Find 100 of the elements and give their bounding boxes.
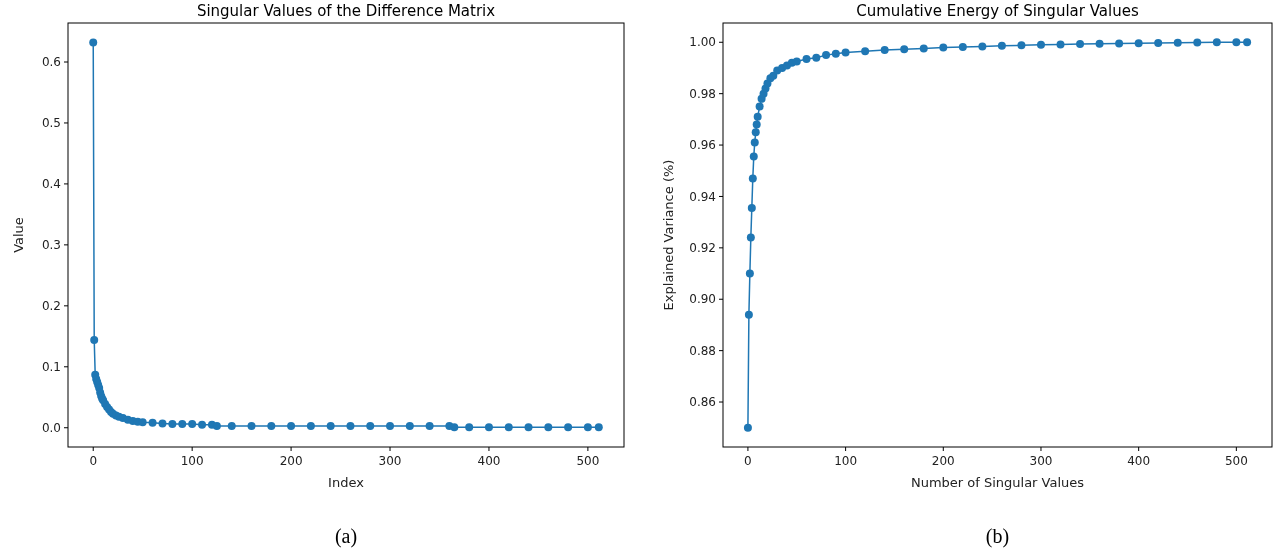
point	[564, 423, 573, 432]
point	[544, 423, 553, 432]
text: (b)	[985, 525, 1010, 548]
x-tick-label: 500	[576, 454, 600, 468]
y-tick-label: 0.1	[41, 359, 61, 374]
x-tick-label: 0	[89, 454, 98, 468]
point	[405, 421, 414, 430]
y-tick-label: 0.2	[41, 299, 61, 314]
point	[138, 418, 147, 427]
y-axis-title: Explained Variance (%)	[661, 159, 676, 311]
x-tick-label: 500	[1224, 454, 1248, 468]
point	[583, 423, 592, 432]
point	[743, 423, 752, 432]
x-tick-label: 300	[378, 454, 402, 468]
point	[919, 44, 928, 53]
point	[822, 51, 831, 60]
point	[425, 421, 434, 430]
y-tick-label: 0.92	[689, 241, 716, 256]
point	[753, 112, 762, 121]
point	[148, 418, 157, 427]
point	[746, 233, 755, 242]
x-tick-label: 100	[180, 454, 204, 468]
point	[831, 49, 840, 58]
point	[900, 45, 909, 54]
point	[89, 38, 98, 47]
y-tick-label: 0.4	[41, 177, 61, 192]
point	[484, 423, 493, 432]
point	[748, 174, 757, 183]
point	[939, 43, 948, 52]
point	[1232, 38, 1241, 47]
point	[366, 421, 375, 430]
x-tick-label: 200	[931, 454, 955, 468]
point	[1212, 38, 1221, 47]
text: (a)	[334, 525, 358, 548]
point	[178, 420, 187, 429]
chart-title: Singular Values of the Difference Matrix	[196, 2, 496, 20]
x-tick-label: 0	[744, 454, 752, 468]
x-axis-title: Number of Singular Values	[910, 475, 1085, 490]
point	[997, 41, 1006, 50]
point	[792, 57, 801, 66]
point	[1134, 39, 1143, 48]
point	[1243, 38, 1252, 47]
point	[90, 335, 99, 344]
x-tick-label: 400	[477, 454, 501, 468]
y-tick-label: 0.3	[41, 238, 61, 253]
point	[752, 120, 761, 129]
point	[188, 420, 197, 429]
point	[465, 423, 474, 432]
y-tick-label: 0.88	[689, 343, 716, 358]
point	[326, 421, 335, 430]
point	[751, 128, 760, 137]
point	[958, 42, 967, 51]
point	[450, 423, 459, 432]
point	[287, 421, 296, 430]
y-tick-label: 1.00	[689, 35, 716, 50]
y-tick-label: 0.90	[689, 292, 716, 307]
point	[386, 421, 395, 430]
point	[594, 423, 603, 432]
point	[749, 152, 758, 161]
point	[1017, 41, 1026, 50]
point	[1036, 40, 1045, 49]
x-tick-label: 100	[834, 454, 858, 468]
point	[212, 421, 221, 430]
point	[812, 53, 821, 62]
point	[227, 421, 236, 430]
x-tick-label: 300	[1029, 454, 1053, 468]
point	[841, 48, 850, 57]
point	[198, 420, 207, 429]
point	[267, 421, 276, 430]
y-tick-label: 0.94	[689, 189, 716, 204]
point	[1095, 39, 1104, 48]
y-tick-label: 0.5	[41, 116, 61, 131]
point	[978, 42, 987, 51]
point	[1056, 40, 1065, 49]
point	[247, 421, 256, 430]
y-tick-label: 0.6	[41, 55, 61, 70]
y-axis-title: Value	[11, 217, 26, 253]
y-tick-label: 0.98	[689, 86, 716, 101]
point	[747, 204, 756, 213]
point	[750, 138, 759, 147]
point	[880, 45, 889, 54]
chart-title: Cumulative Energy of Singular Values	[856, 2, 1139, 20]
point	[744, 310, 753, 319]
point	[306, 421, 315, 430]
y-tick-label: 0.0	[41, 420, 61, 435]
point	[524, 423, 533, 432]
point	[158, 419, 167, 428]
y-tick-label: 0.96	[689, 138, 716, 153]
point	[168, 420, 177, 429]
point	[802, 54, 811, 63]
point	[745, 269, 754, 278]
x-tick-label: 400	[1127, 454, 1151, 468]
x-tick-label: 200	[279, 454, 303, 468]
x-axis-title: Index	[328, 475, 365, 490]
point	[1115, 39, 1124, 48]
point	[346, 421, 355, 430]
point	[1173, 38, 1182, 47]
point	[861, 47, 870, 56]
y-tick-label: 0.86	[689, 395, 716, 410]
point	[504, 423, 513, 432]
